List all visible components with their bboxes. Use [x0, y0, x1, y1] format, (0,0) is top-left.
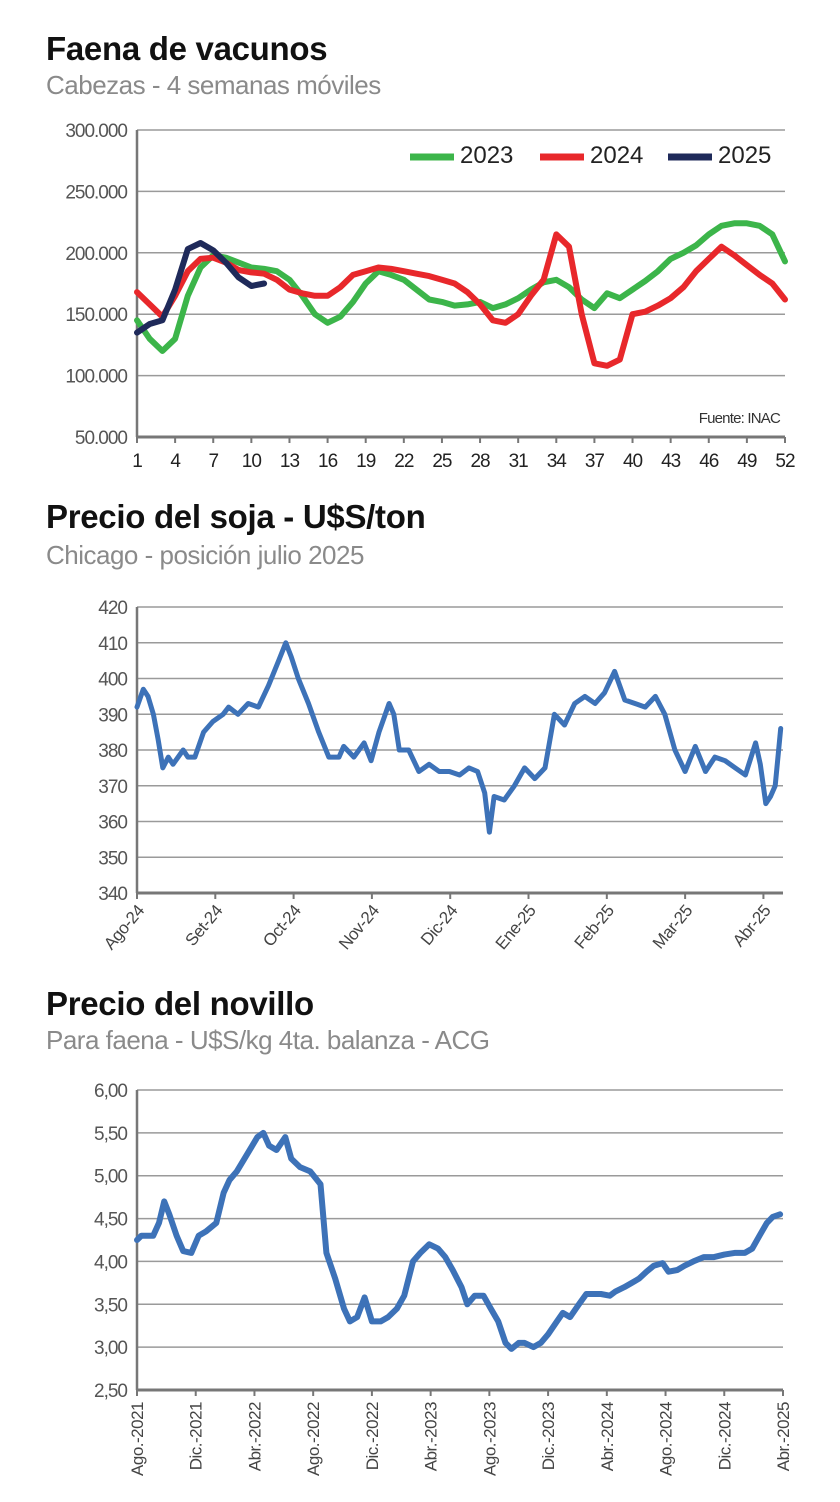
- chart1-xtick-label: 25: [432, 451, 452, 472]
- chart3-xtick-label: Ago.-2023: [480, 1402, 499, 1476]
- chart1-xtick-label: 10: [242, 451, 262, 472]
- chart3-xtick-label: Abr.-2024: [598, 1402, 617, 1471]
- source-note: Fuente: INAC: [699, 410, 781, 427]
- chart1-series-line-2024: [134, 231, 788, 369]
- chart1-ytick-label: 200.000: [65, 244, 127, 265]
- chart3-ytick-label: 3,50: [94, 1295, 127, 1316]
- chart2-subtitle: Chicago - posición julio 2025: [46, 540, 364, 570]
- chart1-series-line-2025: [134, 240, 268, 336]
- legend-label-2023: 2023: [460, 142, 513, 169]
- chart2-xtick-label: Ago-24: [100, 901, 148, 953]
- chart1-xtick-label: 22: [394, 451, 414, 472]
- chart2-ytick-label: 340: [98, 884, 127, 905]
- chart1-xtick-label: 16: [318, 451, 338, 472]
- chart2-xtick-label: Feb-25: [571, 901, 618, 952]
- chart3-xtick-label: Ago.-2024: [657, 1402, 676, 1476]
- chart1-xtick-label: 19: [356, 451, 376, 472]
- chart3-title: Precio del novillo: [46, 985, 314, 1022]
- chart3-xtick-label: Dic.-2024: [715, 1402, 734, 1470]
- chart3-xtick-label: Ago.-2022: [304, 1402, 323, 1476]
- chart3-xtick-label: Abr.-2022: [245, 1402, 264, 1471]
- chart2-xtick-label: Oct-24: [259, 901, 304, 950]
- chart2-ytick-label: 380: [98, 741, 127, 762]
- chart1-ytick-label: 50.000: [75, 428, 128, 449]
- chart3-series-line-novillo: [134, 1129, 784, 1352]
- chart2-xtick-label: Mar-25: [649, 901, 696, 952]
- chart3-ytick-label: 3,00: [94, 1338, 127, 1359]
- chart1-title: Faena de vacunos: [46, 30, 328, 67]
- chart1-xtick-label: 52: [775, 451, 795, 472]
- chart3-xtick-label: Dic.-2021: [187, 1402, 206, 1470]
- chart1-xtick-label: 4: [170, 451, 181, 472]
- chart1-xtick-label: 43: [661, 451, 681, 472]
- chart2-xtick-label: Ene-25: [492, 901, 540, 953]
- chart3-ytick-label: 2,50: [94, 1381, 127, 1402]
- chart1-xtick-label: 37: [585, 451, 605, 472]
- chart2-xtick-label: Dic-24: [417, 901, 461, 949]
- chart3-xtick-label: Abr.-2025: [774, 1402, 793, 1471]
- chart3-xtick-label: Dic.-2022: [363, 1402, 382, 1470]
- chart1-ytick-label: 150.000: [65, 305, 127, 326]
- chart1-ytick-label: 100.000: [65, 367, 127, 388]
- chart2-xtick-label: Abr-25: [729, 901, 774, 950]
- chart2-series-line-soja: [134, 640, 784, 835]
- chart1-xtick-label: 49: [737, 451, 757, 472]
- chart1-xtick-label: 7: [208, 451, 218, 472]
- chart2-ytick-label: 390: [98, 705, 127, 726]
- legend-label-2025: 2025: [718, 142, 771, 169]
- chart2-ytick-label: 420: [98, 598, 127, 619]
- chart3-subtitle: Para faena - U$S/kg 4ta. balanza - ACG: [46, 1025, 490, 1055]
- chart2-ytick-label: 370: [98, 777, 127, 798]
- chart3-xtick-label: Ago.-2021: [128, 1402, 147, 1476]
- chart1-xtick-label: 1: [132, 451, 142, 472]
- chart2-ytick-label: 400: [98, 670, 127, 691]
- chart1-xtick-label: 40: [623, 451, 643, 472]
- chart3-ytick-label: 5,00: [94, 1167, 127, 1188]
- chart1-xtick-label: 13: [280, 451, 300, 472]
- chart1-xtick-label: 46: [699, 451, 719, 472]
- chart3-ytick-label: 6,00: [94, 1081, 127, 1102]
- chart1-xtick-label: 34: [547, 451, 568, 472]
- chart3-xtick-label: Dic.-2023: [539, 1402, 558, 1470]
- chart1-xtick-label: 31: [509, 451, 529, 472]
- chart2-ytick-label: 360: [98, 813, 127, 834]
- chart1-ytick-label: 250.000: [65, 182, 127, 203]
- chart1-series-line-2023: [134, 220, 788, 354]
- chart2-title: Precio del soja - U$S/ton: [46, 498, 426, 535]
- chart1-subtitle: Cabezas - 4 semanas móviles: [46, 70, 381, 100]
- chart2-xtick-label: Nov-24: [335, 901, 383, 953]
- chart3-ytick-label: 4,50: [94, 1210, 127, 1231]
- chart2-ytick-label: 410: [98, 634, 127, 655]
- chart3-ytick-label: 4,00: [94, 1252, 127, 1273]
- chart2-xtick-label: Set-24: [182, 901, 227, 949]
- chart1-xtick-label: 28: [470, 451, 490, 472]
- legend-label-2024: 2024: [590, 142, 643, 169]
- chart2-ytick-label: 350: [98, 848, 127, 869]
- chart3-xtick-label: Abr.-2023: [422, 1402, 441, 1471]
- chart3-ytick-label: 5,50: [94, 1124, 127, 1145]
- chart1-ytick-label: 300.000: [65, 121, 127, 142]
